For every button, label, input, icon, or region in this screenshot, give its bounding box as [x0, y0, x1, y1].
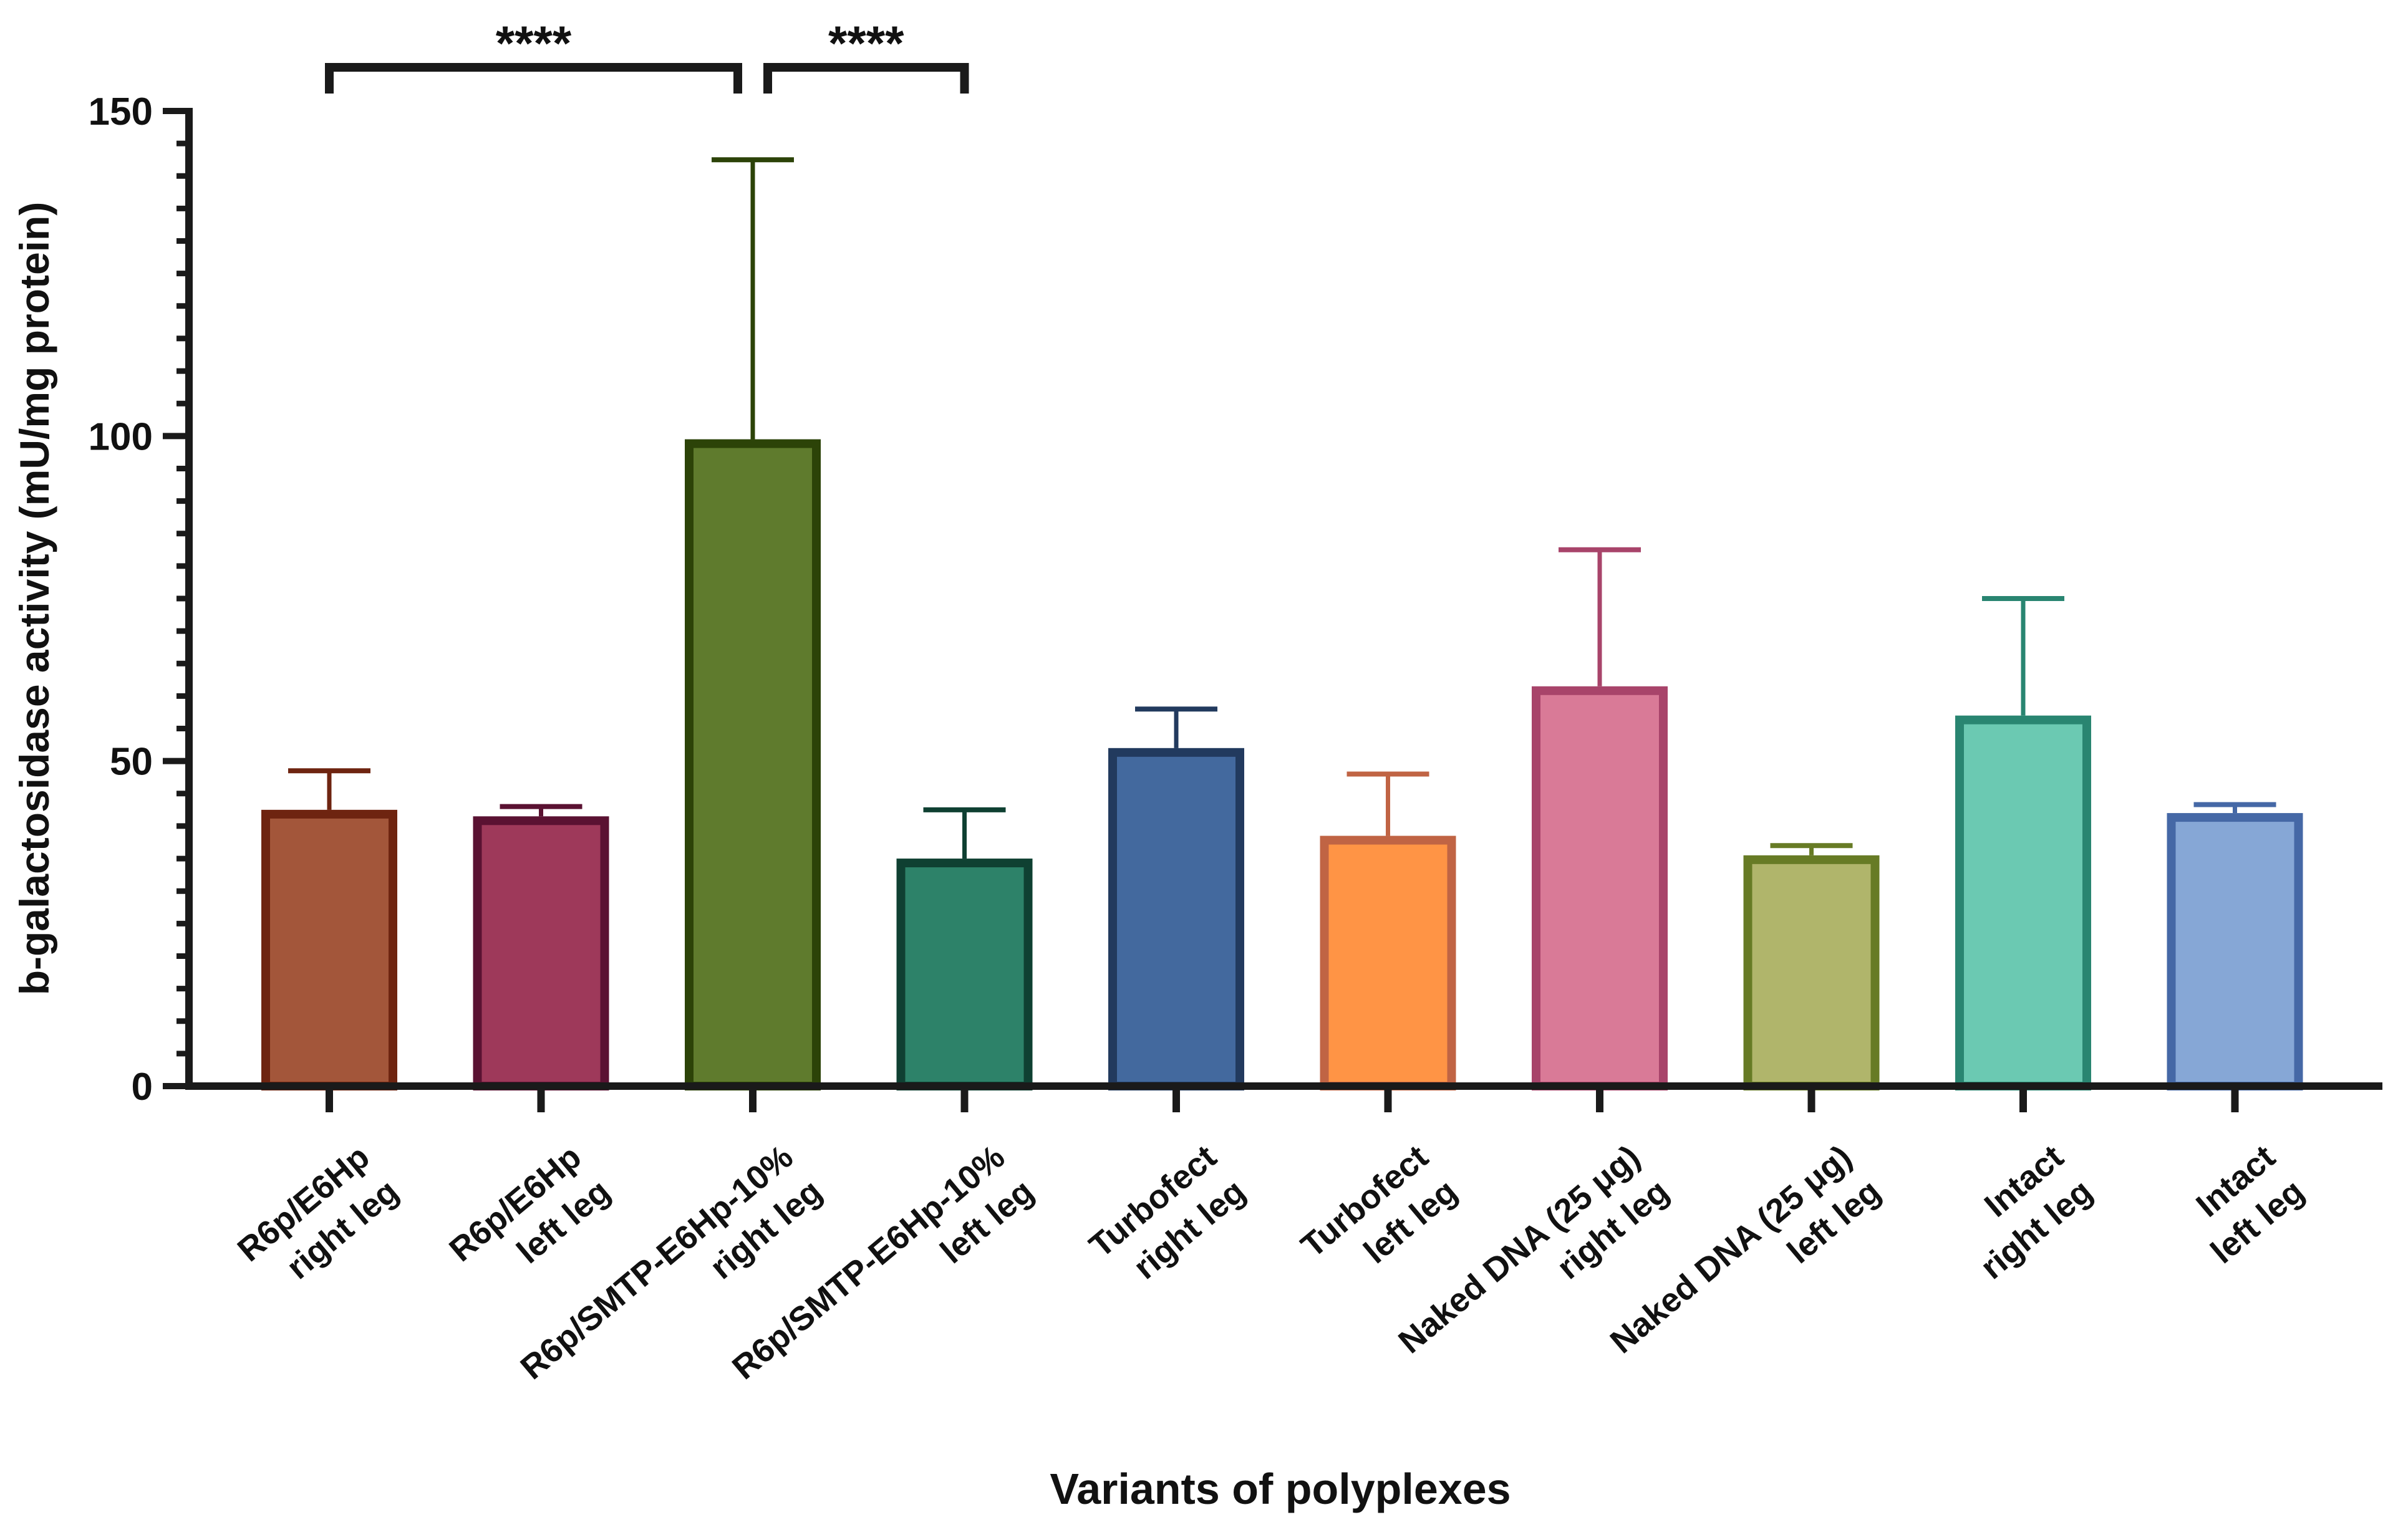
bar	[1743, 855, 1880, 1091]
bars	[261, 439, 2303, 1091]
x-axis-label: Variants of polyplexes	[1050, 1465, 1511, 1513]
bar	[1955, 715, 2091, 1091]
bar	[2167, 813, 2303, 1090]
x-tick-label: Turbofectleft leg	[1294, 1138, 1464, 1299]
bar	[473, 816, 609, 1090]
x-tick-labels: R6p/E6Hpright leg R6p/E6Hpleft legR6p/SMT…	[231, 1138, 2311, 1387]
significance-bracket	[325, 63, 742, 94]
x-axis-ticks	[326, 1086, 2239, 1112]
bar	[1532, 686, 1668, 1090]
bar	[685, 439, 821, 1091]
significance-label: ****	[496, 16, 572, 70]
error-bars	[288, 157, 2276, 859]
x-tick-label: R6p/E6Hpleft leg	[442, 1138, 617, 1303]
x-tick-label: R6p/E6Hpright leg	[231, 1138, 405, 1303]
y-tick-label: 50	[110, 741, 153, 784]
x-tick-label: Intactleft leg	[2175, 1138, 2311, 1271]
y-tick-label: 0	[132, 1066, 153, 1109]
x-tick-label: Intactright leg	[1945, 1138, 2099, 1286]
y-axis-ticks: 0 50 100 150	[89, 90, 189, 1109]
significance-bracket	[763, 63, 969, 94]
axes	[185, 108, 2382, 1090]
y-tick-label: 150	[89, 90, 153, 133]
bar	[1108, 748, 1244, 1090]
significance-label: ****	[828, 16, 904, 70]
x-tick-label: Turbofectright leg	[1082, 1138, 1252, 1299]
significance-brackets: **** ****	[325, 16, 969, 94]
y-axis-label: b-galactosidase activity (mU/mg protein)	[11, 202, 57, 996]
bar	[1320, 835, 1456, 1091]
bar	[261, 809, 397, 1091]
y-tick-label: 100	[89, 415, 153, 458]
bar	[896, 859, 1033, 1090]
